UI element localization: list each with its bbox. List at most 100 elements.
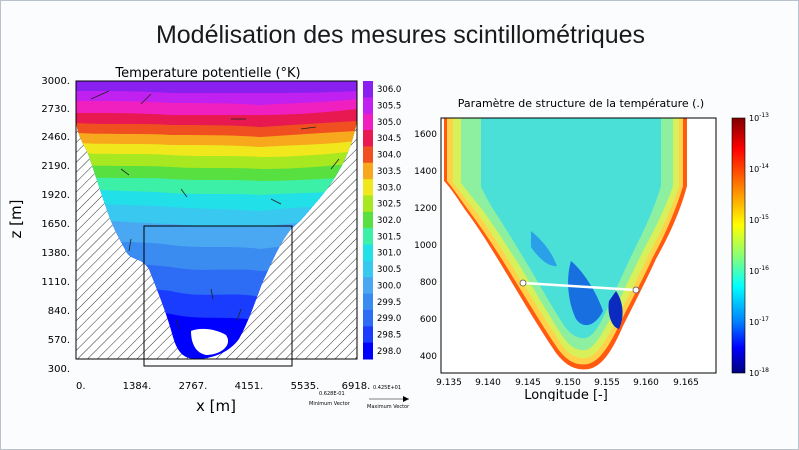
y-tick: 1380.: [41, 248, 70, 259]
colorbar-tick: 299.5: [377, 298, 401, 308]
min-vector-value: 0.628E-01: [319, 391, 345, 397]
colorbar-tick: 305.5: [377, 102, 401, 112]
max-vector-arrowhead: [403, 396, 409, 402]
temperature-field: [76, 81, 357, 359]
colorbar-tick: 303.0: [377, 183, 401, 193]
colorbar-swatch: [363, 195, 373, 213]
x-tick: 9.145: [515, 378, 541, 388]
right-chart-title: Paramètre de structure de la température…: [458, 97, 704, 110]
colorbar-swatch: [363, 113, 373, 131]
max-vector-label: Maximum Vector: [367, 404, 410, 410]
colorbar-swatch: [363, 130, 373, 147]
colorbar-swatch: [363, 146, 373, 164]
colorbar-swatch: [363, 277, 373, 295]
colorbar-swatch: [363, 244, 373, 262]
colorbar-tick: 299.0: [377, 314, 401, 324]
slide-title: Modélisation des mesures scintillométriq…: [155, 21, 646, 49]
colorbar-tick: 301.0: [377, 249, 401, 259]
y-tick: 1650.: [41, 219, 70, 230]
left-x-label: x [m]: [196, 397, 236, 415]
y-tick: 400: [420, 352, 437, 362]
structure-parameter-svg: Paramètre de structure de la température…: [414, 97, 769, 403]
y-tick: 1000: [414, 241, 437, 251]
y-tick: 2460.: [41, 132, 70, 143]
colorbar-tick: 10-17: [749, 316, 769, 327]
right-plot-frame: [440, 117, 717, 374]
y-tick: 2730.: [41, 104, 70, 115]
y-tick: 2190.: [41, 161, 70, 172]
left-plot-frame: [75, 80, 358, 360]
y-tick: 800: [420, 278, 437, 288]
y-tick: 1400: [414, 167, 437, 177]
colorbar-swatch: [363, 211, 373, 229]
colorbar-swatch: [363, 293, 373, 311]
left-chart-title: Temperature potentielle (°K): [114, 66, 300, 81]
y-tick: 1920.: [41, 190, 70, 201]
colorbar-swatch: [363, 260, 373, 278]
x-tick: 9.150: [555, 378, 581, 388]
wind-vectors: [90, 90, 340, 330]
colorbar-tick: 10-13: [749, 112, 769, 123]
colorbar-tick: 302.0: [377, 216, 401, 226]
colorbar-tick: 302.5: [377, 200, 401, 210]
colorbar-tick: 298.5: [377, 330, 401, 340]
x-tick: 2767.: [179, 381, 208, 392]
colorbar-swatch: [363, 228, 373, 246]
x-tick: 5535.: [291, 381, 320, 392]
x-tick: 9.165: [673, 378, 699, 388]
y-tick: 1110.: [41, 277, 70, 288]
colorbar-swatch: [363, 326, 373, 344]
x-tick: 0.: [76, 381, 86, 392]
y-tick: 570.: [48, 335, 70, 346]
colorbar-swatch: [363, 309, 373, 327]
colorbar-tick: 304.0: [377, 151, 401, 161]
zoom-box: [143, 225, 293, 367]
y-tick: 600: [420, 315, 437, 325]
x-tick: 9.135: [436, 378, 462, 388]
y-tick: 300.: [48, 364, 70, 375]
right-y-ticks: 1600 1400 1200 1000 800 600 400: [414, 130, 437, 362]
colorbar-swatch: [363, 97, 373, 115]
colorbar-swatch: [363, 342, 373, 360]
y-tick: 3000.: [41, 76, 70, 87]
left-colorbar: 306.0 305.5 305.0 304.5 304.0 303.5 303.0 302.5…: [363, 81, 401, 360]
x-tick: 9.160: [633, 378, 659, 388]
structure-field: [444, 118, 687, 370]
right-x-label: Longitude [-]: [524, 388, 608, 401]
colorbar-tick: 10-15: [749, 214, 769, 225]
min-vector-label: Minimum Vector: [309, 401, 351, 407]
scintillometer-path: [522, 281, 637, 292]
x-tick: 9.140: [475, 378, 501, 388]
colorbar-tick: 306.0: [377, 85, 401, 95]
colorbar-swatch: [363, 81, 373, 98]
colorbar-tick: 300.0: [377, 281, 401, 291]
colorbar-tick: 304.5: [377, 134, 401, 144]
y-tick: 840.: [48, 306, 70, 317]
y-tick: 1200: [414, 204, 437, 214]
colorbar-tick: 10-16: [749, 265, 769, 276]
colorbar-tick: 298.0: [377, 347, 401, 357]
colorbar-tick: 300.5: [377, 265, 401, 275]
colorbar-swatch: [363, 162, 373, 180]
path-endpoint-end: [632, 286, 640, 294]
path-endpoint-start: [519, 279, 527, 287]
right-colorbar: [731, 117, 746, 374]
x-tick: 9.155: [594, 378, 620, 388]
potential-temperature-svg: Temperature potentielle (°K): [7, 66, 410, 415]
colorbar-tick: 303.5: [377, 167, 401, 177]
x-tick: 4151.: [235, 381, 264, 392]
structure-parameter-chart: Paramètre de structure de la température…: [411, 91, 798, 403]
x-tick: 1384.: [123, 381, 152, 392]
right-x-ticks: 9.135 9.140 9.145 9.150 9.155 9.160 9.16…: [436, 378, 699, 388]
colorbar-tick: 10-18: [749, 367, 769, 378]
left-y-label: z [m]: [7, 200, 25, 239]
max-vector-value: 0.425E+01: [373, 385, 401, 391]
left-y-ticks: 3000. 2730. 2460. 2190. 1920. 1650. 1380…: [41, 76, 70, 375]
potential-temperature-chart: Temperature potentielle (°K): [1, 59, 421, 419]
colorbar-tick: 305.0: [377, 118, 401, 128]
colorbar-tick: 10-14: [749, 163, 769, 174]
left-x-ticks: 0. 1384. 2767. 4151. 5535. 6918.: [76, 381, 370, 392]
right-colorbar-ticks: 10-13 10-14 10-15 10-16 10-17 10-18: [749, 112, 769, 378]
colorbar-swatch: [363, 179, 373, 196]
